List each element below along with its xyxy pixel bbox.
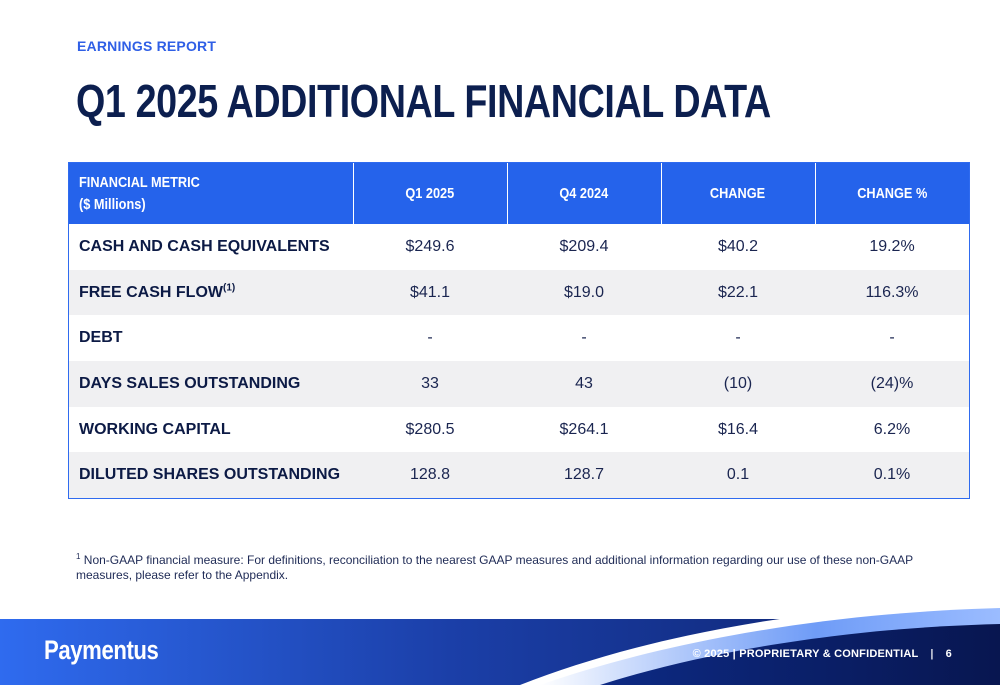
metric-label: DAYS SALES OUTSTANDING [79,374,301,392]
column-header-q4-2024: Q4 2024 [506,163,661,224]
change-value: 0.1 [726,466,750,484]
copyright-text: © 2025 | PROPRIETARY & CONFIDENTIAL [692,648,919,660]
column-header-q1-2025: Q1 2025 [352,163,507,224]
paymentus-logo: Paymentus [44,635,159,665]
column-header-change-pct: CHANGE % [814,163,969,224]
column-header-change: CHANGE [660,163,815,224]
table-row: DILUTED SHARES OUTSTANDING 128.8 128.7 0… [69,452,969,499]
metric-label: CASH AND CASH EQUIVALENTS [79,237,330,255]
q4-value: - [581,329,587,347]
change-value: $22.1 [717,283,759,301]
footer-wave-graphic [0,600,1000,685]
q1-value: - [427,329,433,347]
change-pct-value: (24)% [870,374,914,392]
table-row: DAYS SALES OUTSTANDING 33 43 (10) (24)% [69,361,969,407]
footer-banner [0,598,1000,685]
q1-value: $280.5 [405,420,455,438]
q4-value: 128.7 [563,466,605,484]
metric-label: DEBT [79,329,123,347]
q1-value: 33 [421,374,439,392]
q1-value: $249.6 [405,237,455,255]
change-value: - [735,329,741,347]
table-row: FREE CASH FLOW(1) $41.1 $19.0 $22.1 116.… [69,269,969,316]
change-pct-value: 6.2% [873,420,911,438]
footnote-reference: (1) [223,282,236,294]
page-number: 6 [945,648,952,660]
q4-value: $209.4 [559,237,609,255]
legal-divider: | [732,648,736,660]
footnote: 1 Non-GAAP financial measure: For defini… [76,553,916,583]
q4-value: 43 [575,374,593,392]
change-value: $16.4 [717,420,759,438]
table-row: WORKING CAPITAL $280.5 $264.1 $16.4 6.2% [69,406,969,453]
footnote-marker: 1 [76,552,81,561]
change-pct-value: 0.1% [873,466,911,484]
change-value: (10) [723,374,753,392]
change-pct-value: - [889,329,895,347]
change-value: $40.2 [717,237,759,255]
q4-value: $264.1 [559,420,609,438]
page-divider: | [930,648,934,660]
footer-legal: © 2025 | PROPRIETARY & CONFIDENTIAL | 6 [693,648,952,660]
eyebrow-label: EARNINGS REPORT [77,38,217,54]
metric-label: FREE CASH FLOW(1) [79,282,236,301]
metric-header-line1: FINANCIAL METRIC [79,173,200,191]
column-header-metric: FINANCIAL METRIC ($ Millions) [69,163,353,224]
table-header-row: FINANCIAL METRIC ($ Millions) Q1 2025 Q4… [69,163,969,224]
metric-header-line2: ($ Millions) [79,195,146,213]
q4-value: $19.0 [563,283,605,301]
table-row: DEBT - - - - [69,315,969,362]
change-pct-value: 19.2% [869,237,915,255]
footnote-text: Non-GAAP financial measure: For definiti… [76,553,913,582]
financial-data-table: FINANCIAL METRIC ($ Millions) Q1 2025 Q4… [68,162,970,500]
metric-label: DILUTED SHARES OUTSTANDING [79,466,341,484]
page-title: Q1 2025 ADDITIONAL FINANCIAL DATA [76,75,771,127]
table-row: CASH AND CASH EQUIVALENTS $249.6 $209.4 … [69,224,969,270]
metric-label: WORKING CAPITAL [79,420,231,438]
change-pct-value: 116.3% [865,283,919,301]
q1-value: 128.8 [409,466,451,484]
q1-value: $41.1 [409,283,451,301]
